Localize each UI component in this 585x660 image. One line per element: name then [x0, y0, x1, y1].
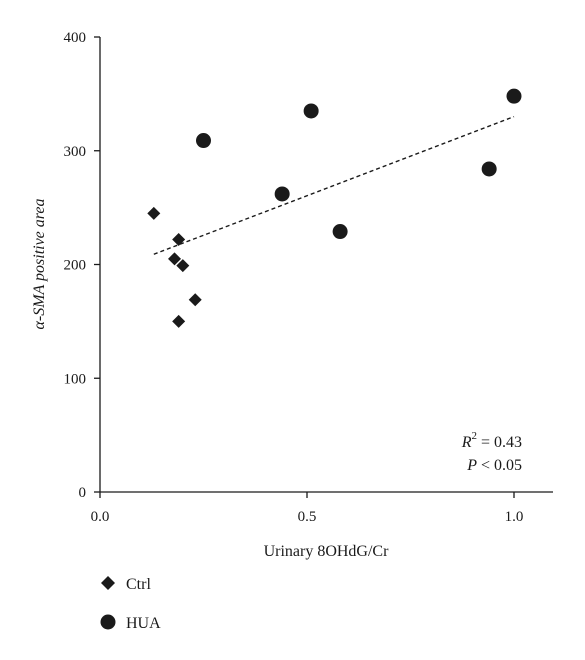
- hua-point: [481, 161, 497, 177]
- y-tick-label: 300: [64, 144, 87, 160]
- ctrl-point: [172, 314, 186, 328]
- hua-point: [303, 103, 319, 119]
- legend-hua-circle-icon: [100, 614, 116, 630]
- y-tick-label: 400: [64, 30, 87, 46]
- legend-ctrl-label: Ctrl: [126, 576, 151, 593]
- data-points: [147, 88, 522, 328]
- y-axis-title: α-SMA positive area: [31, 198, 48, 329]
- ctrl-point: [188, 293, 202, 307]
- p-value-value: < 0.05: [477, 457, 522, 474]
- y-tick-label: 0: [79, 485, 87, 501]
- r-squared-exponent: 2: [471, 430, 477, 442]
- p-value-symbol: P: [466, 457, 477, 474]
- x-tick-label: 0.5: [298, 509, 317, 525]
- x-tick-label: 0.0: [91, 509, 110, 525]
- hua-point: [332, 224, 348, 240]
- r-squared-value: = 0.43: [477, 434, 522, 451]
- r-squared-annotation: R2 = 0.43: [461, 430, 522, 451]
- r-squared-symbol: R: [461, 434, 472, 451]
- ctrl-point: [172, 232, 186, 246]
- hua-point: [196, 133, 211, 149]
- ctrl-point: [147, 206, 161, 220]
- legend-ctrl-diamond-icon: [101, 576, 115, 590]
- x-axis-title: Urinary 8OHdG/Cr: [264, 543, 390, 560]
- hua-point: [274, 186, 290, 202]
- stats-annotation: R2 = 0.43 P < 0.05: [461, 430, 522, 474]
- hua-point: [506, 88, 522, 104]
- trend-line: [153, 115, 515, 255]
- x-ticks: 0.0 0.5 1.0: [91, 492, 524, 525]
- ctrl-point: [176, 259, 190, 273]
- p-value-annotation: P < 0.05: [466, 457, 522, 474]
- ctrl-point: [168, 252, 182, 266]
- legend: Ctrl HUA: [100, 576, 161, 632]
- axes: [99, 37, 553, 493]
- y-tick-label: 100: [64, 371, 87, 387]
- y-tick-label: 200: [64, 258, 87, 274]
- legend-hua-label: HUA: [126, 615, 161, 632]
- y-ticks: 0 100 200 300 400: [64, 30, 100, 501]
- x-tick-label: 1.0: [505, 509, 524, 525]
